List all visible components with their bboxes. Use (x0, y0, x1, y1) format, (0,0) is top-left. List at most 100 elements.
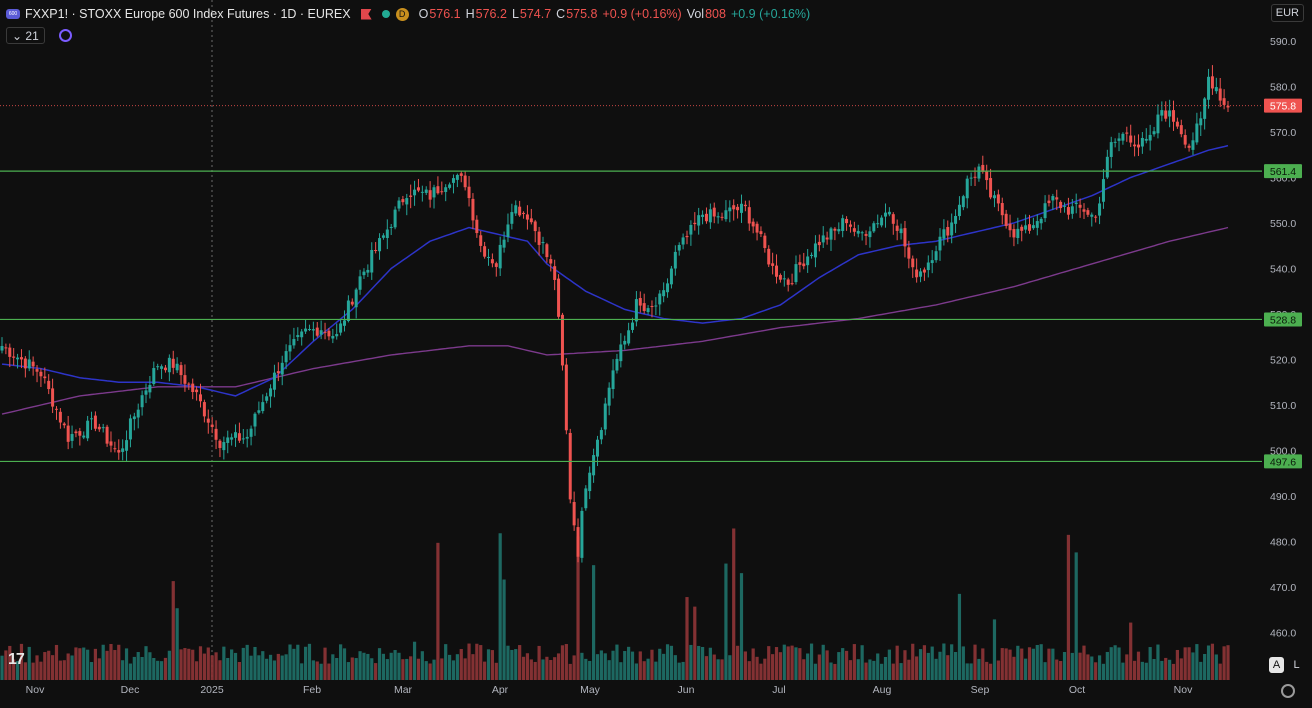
x-tick-label: 2025 (200, 684, 224, 696)
volume-bar (911, 643, 915, 680)
x-tick-label: Aug (873, 684, 892, 696)
candle-body (985, 170, 989, 181)
volume-bar (171, 581, 175, 680)
volume-bar (650, 649, 654, 680)
volume-bar (50, 655, 55, 680)
low-label: L (511, 7, 519, 21)
volume-bar (183, 648, 187, 680)
volume-bar (1156, 644, 1160, 680)
volume-bar (86, 649, 90, 680)
volume-bar (938, 651, 942, 680)
volume-bar (525, 653, 530, 680)
indicator-row: ⌄ 21 (6, 27, 72, 44)
candle-body (1148, 134, 1152, 141)
volume-bar (144, 646, 148, 680)
volume-bar (860, 645, 864, 680)
volume-bar (226, 657, 230, 680)
volume-bar (444, 644, 448, 680)
volume-bar (747, 661, 751, 680)
volume-bar (12, 659, 16, 680)
candle-body (919, 271, 923, 277)
indicator-toggle[interactable]: ⌄ 21 (6, 27, 45, 44)
volume-bar (463, 658, 467, 680)
candle-body (471, 198, 475, 221)
candle-body (1129, 135, 1133, 143)
candle-body (343, 320, 347, 326)
candle-body (214, 428, 218, 440)
open-label: O (418, 7, 429, 21)
candle-body (755, 223, 759, 233)
volume-bar (669, 645, 674, 680)
candle-body (171, 358, 175, 368)
candle-body (794, 264, 798, 283)
flag-icon[interactable] (360, 8, 372, 20)
volume-bar (588, 660, 592, 680)
candle-body (475, 219, 479, 234)
candle-body (413, 189, 417, 196)
candle-body (666, 283, 670, 293)
candle-body (455, 174, 459, 180)
volume-bar (479, 645, 483, 680)
volume-bar (541, 659, 545, 680)
volume-bar (708, 647, 712, 680)
volume-bar (1074, 552, 1078, 680)
candle-body (549, 259, 553, 264)
data-badge[interactable]: D (395, 7, 409, 21)
candle-body (230, 437, 234, 440)
settings-gear-icon[interactable] (1281, 684, 1295, 698)
candle-body (841, 218, 845, 231)
volume-bar (1144, 662, 1148, 680)
candle-body (580, 510, 584, 558)
candle-body (43, 376, 47, 379)
indicator-settings-icon[interactable] (58, 29, 72, 42)
ma-fast-line (1, 144, 1229, 397)
symbol-title[interactable]: FXXP1! · STOXX Europe 600 Index Futures … (25, 7, 351, 21)
auto-scale-button[interactable]: A (1269, 657, 1284, 673)
tradingview-logo-icon[interactable]: 17 (8, 651, 25, 668)
y-tick-label: 590.0 (1270, 36, 1296, 48)
close-label: C (556, 7, 566, 21)
candle-body (1047, 200, 1051, 204)
candle-body (272, 372, 276, 390)
volume-bar (638, 651, 642, 680)
candle-body (669, 268, 673, 285)
log-scale-button[interactable]: L (1293, 659, 1300, 671)
volume-bar (1027, 647, 1032, 680)
candle-body (716, 216, 720, 218)
volume-bar (490, 650, 494, 680)
y-tick-label: 480.0 (1270, 537, 1296, 549)
volume-bar (1121, 662, 1125, 680)
candle-body (483, 246, 487, 257)
currency-selector[interactable]: EUR (1270, 4, 1304, 22)
volume-bar (549, 659, 553, 680)
volume-bar (432, 659, 436, 680)
market-status-icon[interactable] (381, 10, 390, 18)
candle-body (525, 214, 529, 220)
candle-body (1218, 88, 1222, 101)
volume-bar (1148, 647, 1152, 680)
candle-body (292, 339, 296, 346)
volume-bar (654, 661, 658, 680)
candle-body (401, 199, 405, 203)
candle-body (160, 366, 164, 369)
volume-bar (66, 653, 70, 680)
candle-body (965, 178, 969, 199)
volume-bar (1195, 644, 1199, 680)
volume-bar (296, 644, 300, 680)
volume-bar (1047, 648, 1051, 680)
candle-body (802, 263, 806, 267)
candle-body (163, 367, 167, 371)
candle-body (152, 368, 156, 385)
candle-body (1039, 218, 1043, 224)
candle-body (697, 215, 701, 226)
volume-bar (576, 536, 580, 680)
candle-body (751, 221, 755, 227)
volume-bar (101, 644, 105, 680)
high-value: 576.2 (475, 7, 507, 21)
volume-bar (1008, 649, 1012, 680)
volume-bar (109, 643, 113, 680)
volume-bar (1082, 645, 1086, 680)
candle-body (23, 358, 27, 369)
